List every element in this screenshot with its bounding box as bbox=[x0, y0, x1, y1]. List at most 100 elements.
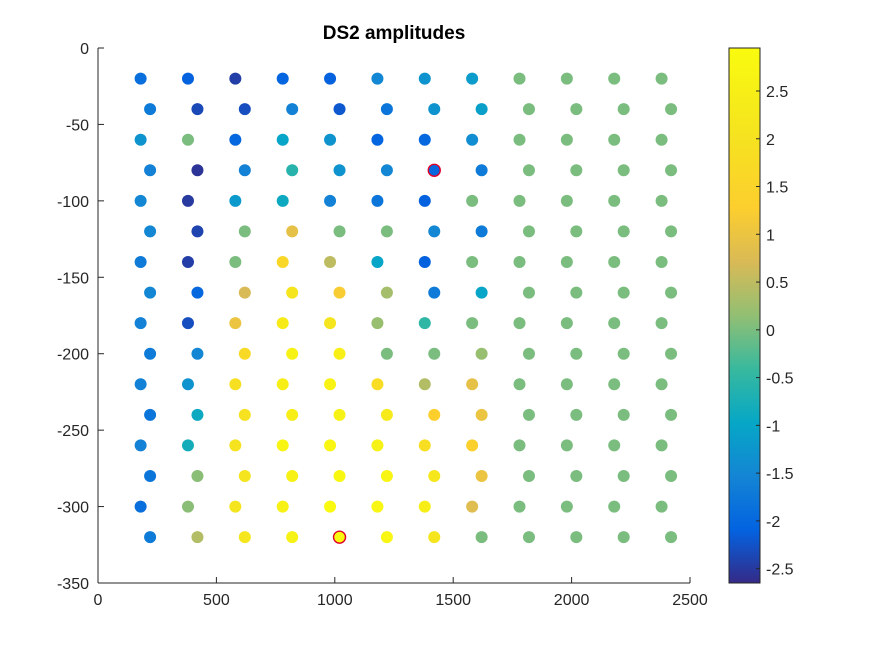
data-point bbox=[522, 164, 535, 177]
colorbar-tick-label: 1.5 bbox=[766, 180, 788, 197]
colorbar-gradient bbox=[728, 47, 761, 584]
data-point bbox=[418, 317, 431, 330]
data-point bbox=[333, 286, 346, 299]
y-tick-label: 0 bbox=[80, 41, 89, 58]
data-point bbox=[144, 103, 157, 116]
data-point bbox=[608, 317, 621, 330]
data-point bbox=[608, 72, 621, 85]
data-point bbox=[560, 194, 573, 207]
data-point bbox=[655, 194, 668, 207]
data-point bbox=[134, 194, 147, 207]
data-point bbox=[513, 133, 526, 146]
data-point bbox=[324, 194, 337, 207]
data-point bbox=[229, 378, 242, 391]
colorbar-tick-label: -1.5 bbox=[766, 466, 794, 483]
data-point bbox=[229, 439, 242, 452]
data-point bbox=[333, 103, 346, 116]
data-point bbox=[466, 500, 479, 513]
data-point bbox=[560, 317, 573, 330]
data-point bbox=[229, 72, 242, 85]
data-point bbox=[522, 103, 535, 116]
data-point bbox=[181, 317, 194, 330]
data-point bbox=[466, 317, 479, 330]
data-point bbox=[513, 194, 526, 207]
data-point bbox=[655, 72, 668, 85]
data-point bbox=[191, 531, 204, 544]
data-point bbox=[428, 531, 441, 544]
data-point bbox=[191, 225, 204, 238]
data-point bbox=[324, 378, 337, 391]
data-point bbox=[418, 439, 431, 452]
data-point bbox=[380, 408, 393, 421]
data-point bbox=[570, 103, 583, 116]
data-point bbox=[134, 500, 147, 513]
data-point bbox=[181, 133, 194, 146]
data-point bbox=[608, 256, 621, 268]
data-point bbox=[418, 72, 431, 85]
x-tick-label: 2500 bbox=[672, 592, 708, 609]
data-point bbox=[144, 347, 157, 360]
data-point bbox=[333, 408, 346, 421]
data-point bbox=[191, 286, 204, 299]
data-point bbox=[665, 347, 678, 360]
colorbar-tick-label: -0.5 bbox=[766, 371, 794, 388]
data-point bbox=[238, 531, 251, 544]
data-point bbox=[617, 470, 630, 482]
data-point bbox=[134, 256, 147, 268]
data-point bbox=[380, 225, 393, 238]
data-point bbox=[428, 470, 441, 482]
data-point bbox=[560, 439, 573, 452]
data-point bbox=[324, 72, 337, 85]
data-point bbox=[570, 164, 583, 177]
y-tick-label: -50 bbox=[66, 117, 89, 134]
data-point bbox=[608, 194, 621, 207]
data-point bbox=[617, 531, 630, 544]
data-point bbox=[144, 286, 157, 299]
colorbar-tick-label: 0 bbox=[766, 323, 775, 340]
data-point bbox=[229, 133, 242, 146]
y-tick-label: -200 bbox=[57, 347, 89, 364]
data-point bbox=[513, 500, 526, 513]
data-point bbox=[333, 347, 346, 360]
colorbar-tick-label: 2.5 bbox=[766, 84, 788, 101]
data-point bbox=[229, 256, 242, 268]
data-point bbox=[324, 133, 337, 146]
data-point bbox=[608, 500, 621, 513]
data-point bbox=[324, 256, 337, 268]
x-tick-label: 0 bbox=[94, 592, 103, 609]
data-point bbox=[144, 225, 157, 238]
y-tick-label: -150 bbox=[57, 270, 89, 287]
data-point bbox=[324, 500, 337, 513]
data-point bbox=[513, 378, 526, 391]
data-point bbox=[238, 225, 251, 238]
data-point bbox=[665, 286, 678, 299]
data-point bbox=[324, 317, 337, 330]
data-point bbox=[475, 470, 488, 482]
data-point bbox=[134, 133, 147, 146]
data-point bbox=[191, 470, 204, 482]
data-point bbox=[286, 103, 299, 116]
data-point bbox=[522, 286, 535, 299]
data-point bbox=[522, 470, 535, 482]
data-point bbox=[276, 378, 289, 391]
data-point bbox=[560, 378, 573, 391]
x-tick-label: 2000 bbox=[554, 592, 590, 609]
colorbar-ticks: 2.5 2 1.5 1 0.5 0 -0.5 -1 -1.5 -2 -2.5 bbox=[756, 84, 794, 579]
data-point bbox=[276, 256, 289, 268]
data-point bbox=[475, 103, 488, 116]
y-tick-label: -300 bbox=[57, 500, 89, 517]
data-point bbox=[560, 72, 573, 85]
data-point bbox=[665, 531, 678, 544]
data-point bbox=[238, 286, 251, 299]
data-point bbox=[286, 286, 299, 299]
data-point bbox=[144, 408, 157, 421]
data-point bbox=[238, 164, 251, 177]
colorbar-tick-label: 2 bbox=[766, 132, 775, 149]
data-point bbox=[191, 408, 204, 421]
data-point bbox=[655, 439, 668, 452]
data-point bbox=[466, 256, 479, 268]
data-point bbox=[418, 256, 431, 268]
y-axis-ticks: 0 -50 -100 -150 -200 -250 -300 -350 bbox=[57, 41, 104, 593]
data-point bbox=[655, 256, 668, 268]
